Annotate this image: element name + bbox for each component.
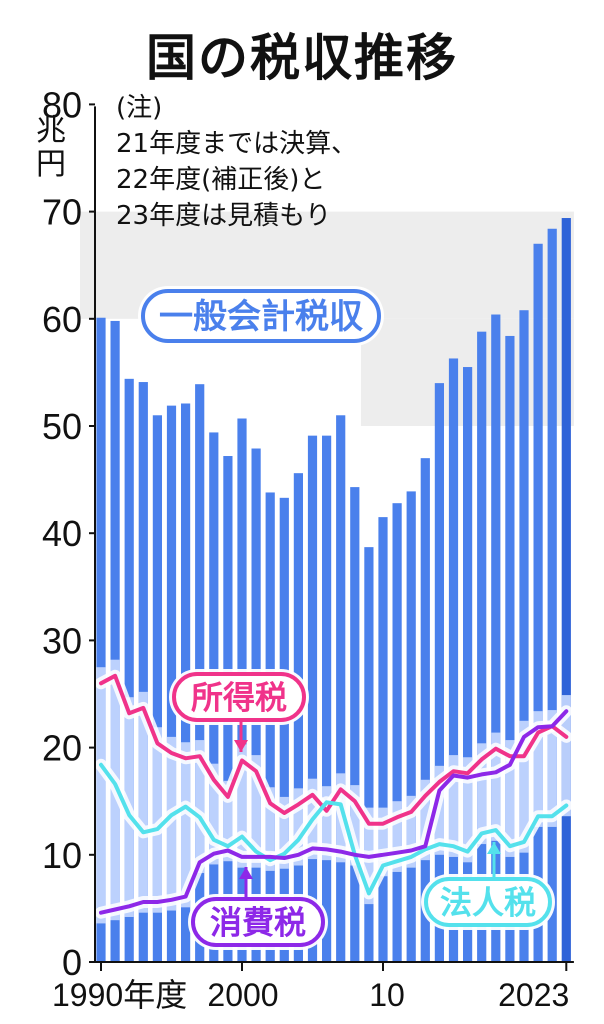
bar-lower-2017	[477, 743, 487, 845]
corporate-tax-arrow-head	[487, 842, 501, 854]
bar-2013	[420, 458, 430, 962]
bar-lower-2020	[519, 720, 529, 853]
bar-2015	[448, 358, 459, 962]
bar-2016	[463, 367, 473, 962]
bar-lower-2012	[406, 795, 416, 868]
y-tick-label-80: 80	[42, 84, 82, 125]
consumption-tax-label-box	[191, 897, 325, 947]
bar-1993	[138, 382, 148, 963]
bar-2008	[350, 487, 360, 962]
consumption-tax-line	[99, 709, 569, 915]
bar-2017	[477, 331, 487, 962]
bar-2020	[519, 310, 529, 962]
bar-lower-2015	[448, 755, 459, 857]
bar-lower-2002	[265, 787, 275, 871]
consumption-tax-arrow-head	[239, 867, 253, 879]
bar-2006	[322, 435, 332, 962]
income-tax-label-box	[172, 672, 306, 722]
y-tick-label-30: 30	[42, 620, 82, 661]
y-tick-label-60: 60	[42, 299, 82, 340]
unit-label-1: 兆	[36, 113, 66, 148]
bar-2007	[336, 415, 346, 962]
bar-lower-2022	[547, 710, 557, 827]
note-line-4: 23年度は見積もり	[116, 201, 331, 231]
y-tick-label-50: 50	[42, 406, 82, 447]
y-tick-label-20: 20	[42, 728, 82, 769]
income-tax-line	[99, 673, 569, 826]
x-tick-label-2023: 2023	[498, 977, 569, 1013]
bar-lower-2013	[420, 779, 430, 861]
bar-lower-1995	[166, 736, 177, 911]
note-line-2: 21年度までは決算、	[116, 129, 357, 159]
bar-lower-2003	[279, 796, 289, 869]
bar-lower-1997	[195, 740, 205, 874]
bar-1994	[152, 415, 162, 962]
bar-lower-1993	[138, 691, 148, 913]
bar-1995	[166, 405, 177, 963]
bar-lower-2018	[491, 732, 501, 841]
x-tick-label-2010: 10	[369, 977, 405, 1013]
y-tick-label-70: 70	[42, 192, 82, 233]
corporate-tax-label: 法人税	[440, 884, 536, 922]
bar-2019	[505, 335, 515, 962]
bar-2002	[265, 492, 275, 962]
bar-lower-2023	[561, 695, 571, 817]
bar-1992	[124, 378, 134, 962]
bar-2009	[364, 547, 374, 962]
note-line-1: (注)	[116, 93, 162, 123]
income-tax-arrow-head	[234, 740, 248, 752]
bar-2005	[307, 435, 318, 962]
bar-1991	[110, 320, 120, 963]
bar-lower-2019	[505, 740, 515, 857]
y-tick-label-0: 0	[62, 942, 82, 983]
bar-lower-2004	[293, 788, 303, 866]
bar-lower-1999	[223, 780, 233, 862]
total-tax-label: 一般会計税収	[159, 297, 363, 337]
bar-lower-2010	[378, 807, 388, 877]
consumption-tax-label: 消費税	[210, 904, 306, 942]
chart-title: 国の税収推移	[146, 29, 458, 87]
bar-lower-1998	[209, 763, 219, 865]
bar-1990	[96, 317, 106, 962]
bar-lower-1994	[152, 727, 162, 913]
bar-lower-2001	[251, 755, 261, 868]
bar-lower-2021	[533, 711, 543, 827]
bar-2018	[491, 314, 501, 963]
corporate-tax-label-box	[424, 877, 552, 927]
note-line-3: 22年度(補正後)と	[116, 165, 325, 195]
bar-2021	[533, 243, 543, 962]
bar-lower-1996	[181, 742, 191, 908]
bar-2012	[406, 491, 416, 962]
bar-2010	[378, 517, 388, 962]
bar-2022	[547, 228, 557, 962]
bar-2023	[561, 218, 571, 963]
bar-lower-2000	[237, 744, 247, 868]
bar-lower-2006	[322, 786, 332, 861]
x-tick-label-1990: 1990年度	[52, 977, 187, 1013]
y-tick-label-10: 10	[42, 835, 82, 876]
bar-lower-2011	[392, 801, 402, 872]
income-tax-label: 所得税	[191, 679, 287, 717]
bar-lower-1990	[96, 667, 106, 924]
y-tick-label-40: 40	[42, 513, 82, 554]
x-tick-label-2000: 2000	[207, 977, 278, 1013]
bar-lower-2016	[463, 757, 473, 863]
bar-2003	[279, 497, 289, 962]
bar-2014	[434, 383, 444, 962]
corporate-tax-line	[99, 762, 569, 896]
unit-label-2: 円	[36, 147, 66, 182]
total-tax-label-box	[141, 289, 381, 343]
bar-2011	[392, 503, 402, 962]
bar-lower-2008	[350, 785, 360, 866]
